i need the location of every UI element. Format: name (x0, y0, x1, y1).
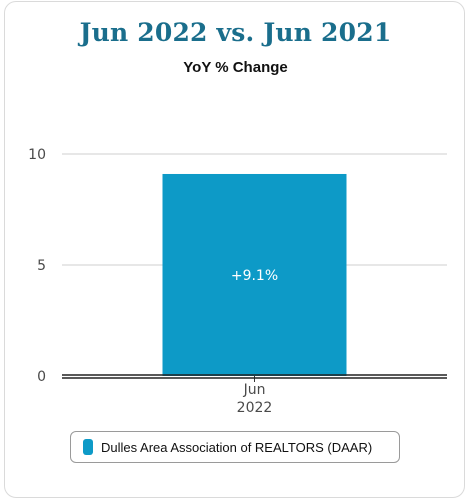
x-tick-label: Jun (243, 382, 266, 398)
y-tick-label: 5 (37, 258, 46, 274)
bar-data-label: +9.1% (231, 268, 278, 284)
x-tick-label: 2022 (237, 400, 273, 416)
legend-swatch (83, 439, 93, 455)
bar (162, 173, 347, 376)
chart-subtitle: YoY % Change (183, 59, 288, 76)
x-axis-ticks: Jun 2022 (237, 376, 273, 416)
x-axis-baseline (62, 374, 447, 379)
y-axis-ticks: 0 5 10 (28, 147, 46, 385)
bars: +9.1% (162, 173, 347, 376)
chart-title: Jun 2022 vs. Jun 2021 (79, 18, 392, 47)
legend-label: Dulles Area Association of REALTORS (DAA… (101, 439, 373, 455)
y-tick-label: 0 (37, 369, 46, 385)
y-tick-label: 10 (28, 147, 46, 163)
legend: Dulles Area Association of REALTORS (DAA… (70, 431, 400, 463)
